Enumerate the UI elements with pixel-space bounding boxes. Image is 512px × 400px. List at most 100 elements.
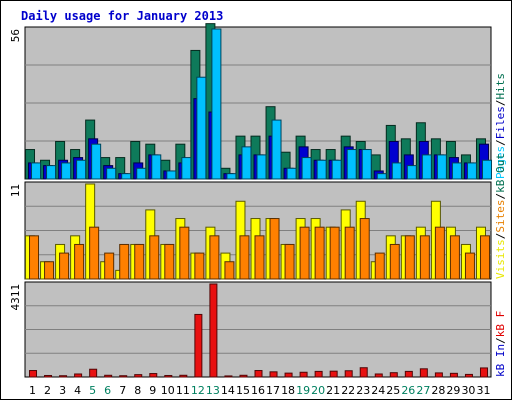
bar-sites-5: [89, 226, 100, 280]
legend-entry: /: [494, 233, 507, 240]
bar-kb-f-28: [434, 372, 443, 378]
bar-sites-23: [359, 218, 370, 280]
bar-kb-f-6: [104, 374, 113, 378]
bar-sites-12: [194, 252, 205, 280]
legend-entry: Sites: [494, 200, 507, 233]
bar-pages-1: [31, 162, 42, 180]
x-tick-label-21: 21: [326, 384, 340, 397]
bar-sites-13: [209, 235, 220, 280]
x-tick-label-15: 15: [236, 384, 250, 397]
bar-pages-22: [346, 149, 357, 180]
x-tick-label-10: 10: [161, 384, 175, 397]
legend-entry: kB In: [494, 344, 507, 377]
bar-kb-f-5: [89, 368, 98, 378]
bar-sites-7: [119, 243, 130, 280]
bar-sites-4: [74, 243, 85, 280]
chart-title: Daily usage for January 2013: [21, 9, 224, 23]
hits-files-pages-legend: Pages/Files/Hits: [494, 73, 507, 179]
bar-pages-19: [301, 157, 312, 180]
bar-pages-6: [106, 167, 117, 180]
bar-pages-28: [436, 154, 447, 180]
x-tick-label-27: 27: [416, 384, 430, 397]
bar-pages-27: [421, 154, 432, 180]
bar-kb-f-16: [254, 370, 263, 378]
bar-pages-14: [226, 173, 237, 180]
x-tick-label-31: 31: [476, 384, 490, 397]
bar-kb-f-2: [44, 374, 53, 378]
bar-pages-11: [181, 157, 192, 180]
x-tick-label-14: 14: [221, 384, 235, 397]
bar-sites-28: [434, 226, 445, 280]
bar-pages-26: [406, 165, 417, 180]
legend-entry: /: [494, 139, 507, 146]
bar-sites-30: [464, 252, 475, 280]
x-tick-label-12: 12: [191, 384, 205, 397]
x-tick-label-22: 22: [341, 384, 355, 397]
bar-sites-3: [59, 252, 70, 280]
bar-pages-30: [466, 162, 477, 180]
bar-sites-16: [254, 235, 265, 280]
legend-entry: Hits: [494, 73, 507, 100]
x-tick-label-9: 9: [149, 384, 156, 397]
bar-kb-f-7: [119, 375, 128, 378]
x-tick-label-23: 23: [356, 384, 370, 397]
bar-kb-f-13: [209, 283, 218, 378]
bar-kb-f-26: [404, 370, 413, 378]
bar-kb-f-24: [374, 373, 383, 378]
bar-kb-f-19: [299, 371, 308, 378]
bar-sites-22: [344, 226, 355, 280]
bar-sites-24: [374, 252, 385, 280]
x-tick-label-6: 6: [104, 384, 111, 397]
bar-pages-13: [211, 28, 222, 180]
bar-pages-17: [271, 119, 282, 180]
x-tick-label-19: 19: [296, 384, 310, 397]
bar-kb-f-25: [389, 372, 398, 378]
kbytes-legend: kB In/kB F: [494, 311, 507, 377]
x-tick-label-16: 16: [251, 384, 265, 397]
x-tick-label-4: 4: [74, 384, 81, 397]
legend-entry: Visits: [494, 239, 507, 279]
bar-kb-f-1: [29, 370, 38, 378]
bar-sites-1: [29, 235, 40, 280]
bar-sites-26: [404, 235, 415, 280]
bar-kb-f-14: [224, 375, 233, 378]
x-tick-label-13: 13: [206, 384, 220, 397]
x-tick-label-5: 5: [89, 384, 96, 397]
bar-pages-21: [331, 159, 342, 180]
bar-pages-3: [61, 162, 72, 180]
legend-entry: kB F: [494, 311, 507, 338]
bar-kb-f-18: [284, 372, 293, 378]
hits-files-pages-ymax-label: 56: [9, 29, 22, 42]
bar-pages-2: [46, 165, 57, 180]
x-tick-label-26: 26: [401, 384, 415, 397]
bar-sites-9: [149, 235, 160, 280]
bar-kb-f-31: [479, 367, 488, 378]
x-tick-label-17: 17: [266, 384, 280, 397]
bar-pages-25: [391, 162, 402, 180]
bar-sites-15: [239, 235, 250, 280]
bar-kb-f-17: [269, 371, 278, 378]
legend-entry: Files: [494, 106, 507, 139]
bar-sites-20: [314, 226, 325, 280]
bar-sites-21: [329, 226, 340, 280]
bar-kb-f-9: [149, 373, 158, 378]
bar-sites-10: [164, 243, 175, 280]
bar-sites-6: [104, 252, 115, 280]
visits-sites-ymax-label: 11: [9, 184, 22, 197]
bar-pages-24: [376, 173, 387, 180]
bar-kb-f-3: [59, 375, 68, 378]
bar-pages-23: [361, 149, 372, 180]
bar-sites-14: [224, 261, 235, 280]
legend-entry: kB Out: [494, 153, 507, 193]
x-tick-label-24: 24: [371, 384, 385, 397]
bar-kb-f-30: [464, 373, 473, 378]
bar-kb-f-23: [359, 367, 368, 378]
x-tick-label-20: 20: [311, 384, 325, 397]
bar-kb-f-8: [134, 374, 143, 378]
x-tick-label-7: 7: [119, 384, 126, 397]
x-tick-label-28: 28: [431, 384, 445, 397]
bar-sites-17: [269, 218, 280, 280]
bar-kb-f-12: [194, 313, 203, 378]
